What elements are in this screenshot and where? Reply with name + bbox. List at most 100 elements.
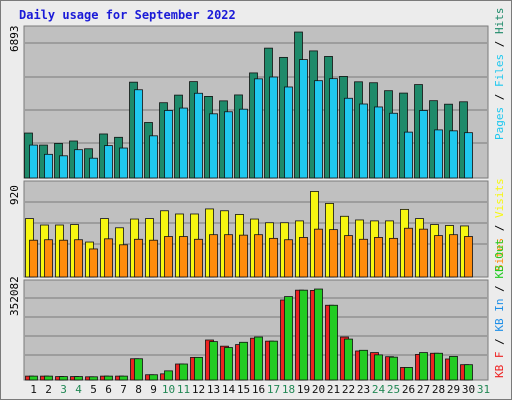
files-bar	[239, 108, 248, 179]
files-bar	[194, 92, 203, 179]
sites-bar	[134, 238, 143, 278]
x-tick-label: 21	[327, 383, 340, 396]
x-tick-label: 26	[402, 383, 415, 396]
kbout-bar	[104, 375, 113, 381]
legend-separator: /	[493, 332, 506, 352]
kbout-bar	[44, 375, 53, 381]
x-tick-label: 23	[357, 383, 370, 396]
files-bar	[224, 111, 233, 179]
x-tick-label: 2	[45, 383, 52, 396]
x-tick-label: 27	[417, 383, 430, 396]
x-tick-label: 19	[297, 383, 310, 396]
legend-item: Sites	[493, 238, 506, 271]
files-bar	[314, 80, 323, 179]
legend-item: Files	[493, 54, 506, 87]
legend-item: Visits	[493, 178, 506, 218]
sites-bar	[434, 235, 443, 278]
x-tick-label: 5	[90, 383, 97, 396]
files-bar	[254, 78, 263, 179]
x-tick-label: 11	[177, 383, 190, 396]
kbout-bar	[299, 289, 308, 381]
legend-item: Hits	[493, 8, 506, 35]
x-tick-label: 9	[150, 383, 157, 396]
files-bar	[164, 110, 173, 179]
x-tick-label: 14	[222, 383, 236, 396]
sites-bar	[194, 238, 203, 278]
x-tick-label: 22	[342, 383, 355, 396]
kbout-bar	[59, 376, 68, 381]
kbout-bar	[254, 336, 263, 381]
files-bar	[374, 106, 383, 179]
files-bar	[329, 78, 338, 179]
files-bar	[269, 76, 278, 179]
files-bar	[209, 113, 218, 179]
x-tick-label: 20	[312, 383, 325, 396]
kbout-bar	[449, 356, 458, 381]
files-bar	[74, 149, 83, 179]
x-tick-label: 18	[282, 383, 295, 396]
chart-title: Daily usage for September 2022	[19, 8, 236, 22]
files-bar	[29, 144, 38, 179]
kbout-bar	[329, 304, 338, 381]
kbout-bar	[239, 341, 248, 381]
files-bar	[179, 107, 188, 179]
sites-bar	[59, 239, 68, 278]
sites-bar	[284, 239, 293, 278]
sites-bar	[254, 234, 263, 278]
sites-bar	[239, 234, 248, 278]
x-tick-label: 10	[162, 383, 175, 396]
sites-bar	[29, 239, 38, 278]
kbout-bar	[224, 347, 233, 381]
x-tick-label: 6	[105, 383, 112, 396]
x-tick-label: 7	[120, 383, 127, 396]
x-tick-label: 24	[372, 383, 386, 396]
kbout-bar	[164, 370, 173, 381]
legend-separator: /	[493, 279, 506, 299]
sites-bar	[449, 234, 458, 278]
x-tick-label: 25	[387, 383, 400, 396]
kbout-bar	[74, 376, 83, 381]
kbout-bar	[284, 296, 293, 381]
x-tick-label: 16	[252, 383, 265, 396]
legend: KB F / KB In / KB Out	[493, 239, 506, 378]
kbout-bar	[269, 340, 278, 381]
sites-bar	[269, 237, 278, 278]
kbout-bar	[389, 356, 398, 381]
files-bar	[389, 112, 398, 179]
files-bar	[134, 89, 143, 179]
sites-bar	[404, 227, 413, 278]
sites-bar	[74, 239, 83, 278]
x-tick-label: 3	[60, 383, 67, 396]
kbout-bar	[119, 375, 128, 381]
files-bar	[119, 147, 128, 179]
files-bar	[434, 129, 443, 179]
x-tick-label: 8	[135, 383, 142, 396]
files-bar	[59, 155, 68, 179]
sites-bar	[389, 237, 398, 278]
x-tick-label: 30	[462, 383, 475, 396]
legend: Pages / Files / Hits	[493, 8, 506, 141]
kbout-bar	[29, 375, 38, 381]
legend-separator: /	[493, 87, 506, 107]
files-bar	[149, 135, 158, 179]
x-tick-label: 12	[192, 383, 205, 396]
sites-bar	[374, 237, 383, 278]
kbout-bar	[209, 341, 218, 381]
kbout-bar	[149, 374, 158, 381]
x-tick-label: 28	[432, 383, 445, 396]
sites-bar	[44, 239, 53, 278]
kbout-bar	[434, 352, 443, 381]
sites-bar	[179, 236, 188, 278]
kbout-bar	[359, 349, 368, 381]
legend-separator: /	[493, 218, 506, 238]
sites-bar	[299, 237, 308, 278]
x-tick-label: 29	[447, 383, 460, 396]
sites-bar	[359, 238, 368, 278]
kbout-bar	[374, 354, 383, 381]
sites-bar	[209, 234, 218, 278]
sites-bar	[419, 228, 428, 278]
x-tick-label: 13	[207, 383, 220, 396]
sites-bar	[89, 248, 98, 278]
x-tick-label: 17	[267, 383, 280, 396]
